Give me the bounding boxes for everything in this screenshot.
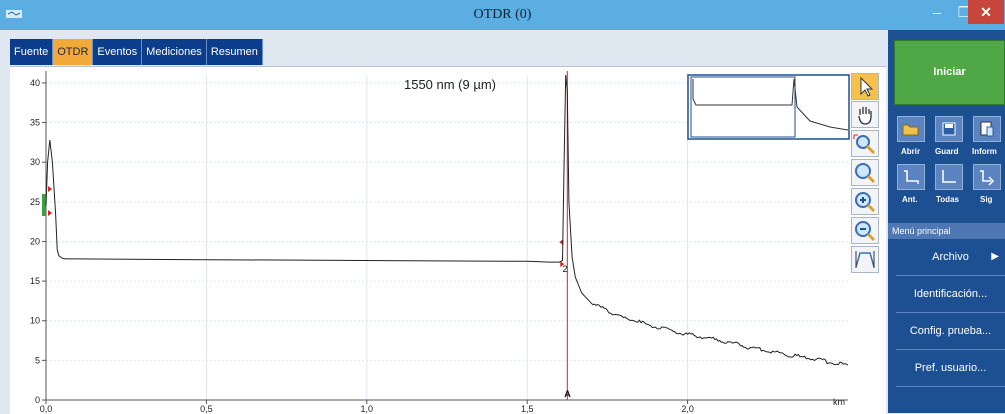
zoom-fit-icon[interactable] (851, 159, 879, 186)
y-tick-label: 15 (30, 276, 40, 286)
open-label: Abrir (901, 147, 921, 156)
zoom-in-icon[interactable] (851, 188, 879, 215)
x-tick-label: 0,0 (40, 404, 53, 414)
tab-resumen[interactable]: Resumen (206, 39, 263, 65)
marker-a-label: A (564, 389, 571, 399)
y-axis: 0 5 10 15 20 25 30 35 40 (30, 71, 47, 405)
cursor-icon[interactable] (851, 73, 879, 100)
otdr-trace-chart[interactable]: 0 5 10 15 20 25 30 35 40 0,0 0,5 1,0 1,5 2,0 1550 nm… (10, 67, 886, 414)
save-icon[interactable] (935, 116, 963, 142)
event-marker-icon (559, 239, 565, 268)
previous-trace-icon[interactable] (897, 164, 925, 190)
x-tick-label: 2,0 (681, 404, 694, 414)
trace-plot-panel[interactable]: 0 5 10 15 20 25 30 35 40 0,0 0,5 1,0 1,5 2,0 1550 nm… (10, 66, 886, 414)
close-button[interactable]: ✕ (968, 0, 1004, 24)
y-tick-label: 35 (30, 118, 40, 128)
trace-series-line (45, 74, 849, 366)
full-view-icon[interactable] (851, 246, 879, 273)
tab-mediciones[interactable]: Mediciones (142, 39, 207, 65)
x-axis-unit-label: km (833, 397, 845, 407)
tab-otdr[interactable]: OTDR (53, 39, 94, 65)
zoom-area-icon[interactable] (851, 130, 879, 157)
pan-hand-icon[interactable] (851, 101, 879, 128)
save-label: Guard (935, 147, 959, 156)
tab-bar: Fuente OTDR Eventos Mediciones Resumen (10, 39, 263, 65)
y-tick-label: 30 (30, 157, 40, 167)
app-icon (6, 10, 22, 18)
chart-title: 1550 nm (9 µm) (404, 77, 496, 92)
x-axis: 0,0 0,5 1,0 1,5 2,0 (40, 399, 848, 414)
tab-eventos[interactable]: Eventos (93, 39, 143, 65)
zoom-out-icon[interactable] (851, 217, 879, 244)
report-icon[interactable] (973, 116, 1001, 142)
all-traces-icon[interactable] (935, 164, 963, 190)
next-label: Sig (980, 195, 993, 204)
menu-item-pref-usuario[interactable]: Pref. usuario... (896, 350, 1005, 387)
menu-item-archivo[interactable]: Archivo ▶ (896, 239, 1005, 276)
title-bar: OTDR (0) – ❐ ✕ (0, 0, 1005, 30)
x-tick-label: 1,0 (361, 404, 374, 414)
y-tick-label: 10 (30, 316, 40, 326)
right-sidebar: Iniciar Abrir Guard Inform Ant. Todas Si… (888, 30, 1005, 413)
next-trace-icon[interactable] (973, 164, 1001, 190)
menu-item-archivo-label: Archivo (932, 251, 969, 263)
launch-marker-icon (48, 186, 52, 216)
submenu-arrow-icon: ▶ (991, 251, 999, 262)
y-tick-label: 0 (35, 395, 40, 405)
all-label: Todas (936, 195, 959, 204)
tab-fuente[interactable]: Fuente (10, 39, 54, 65)
maximize-button[interactable]: ❐ (957, 4, 971, 20)
y-tick-label: 20 (30, 236, 40, 246)
menu-item-identificacion[interactable]: Identificación... (896, 276, 1005, 313)
overview-inset[interactable] (687, 74, 850, 140)
launch-level-bar (42, 194, 46, 216)
main-menu-header: Menú principal (888, 223, 1005, 239)
y-tick-label: 25 (30, 197, 40, 207)
report-label: Inform (972, 147, 997, 156)
window-title: OTDR (0) (473, 7, 532, 22)
menu-item-config-prueba[interactable]: Config. prueba... (896, 313, 1005, 350)
folder-open-icon[interactable] (897, 116, 925, 142)
event-number-label: 2 (563, 264, 568, 274)
y-tick-label: 5 (35, 355, 40, 365)
x-tick-label: 1,5 (521, 404, 534, 414)
start-button[interactable]: Iniciar (894, 40, 1005, 105)
previous-label: Ant. (902, 195, 918, 204)
y-tick-label: 40 (30, 78, 40, 88)
minimize-button[interactable]: – (933, 4, 941, 20)
x-tick-label: 0,5 (200, 404, 213, 414)
